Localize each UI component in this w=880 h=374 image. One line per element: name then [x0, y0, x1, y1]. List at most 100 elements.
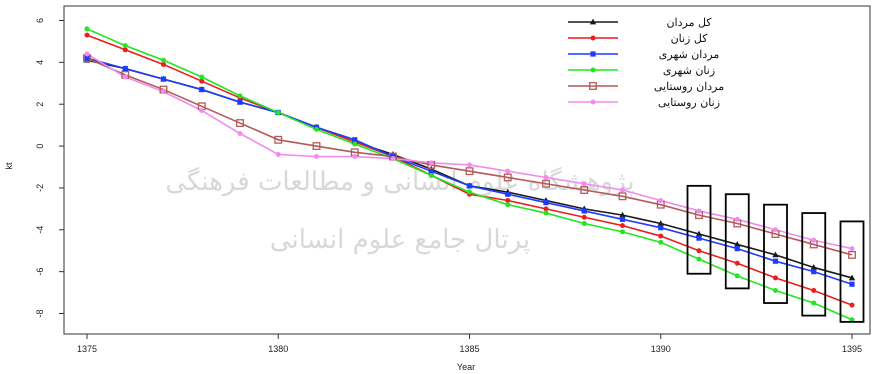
data-point — [84, 32, 90, 38]
data-point — [428, 168, 434, 174]
x-tick-label: 1380 — [268, 344, 288, 354]
highlight-box — [839, 220, 865, 323]
data-point — [618, 192, 627, 201]
y-tick-label: 2 — [35, 102, 45, 107]
data-point — [696, 248, 702, 254]
data-point — [734, 241, 741, 247]
data-point — [467, 162, 472, 168]
y-tick-label: 6 — [35, 18, 45, 23]
data-point — [658, 225, 664, 231]
data-point — [810, 264, 817, 270]
plot-frame — [63, 5, 871, 335]
data-point — [581, 181, 587, 187]
data-point — [122, 74, 128, 80]
data-point — [122, 43, 128, 49]
data-point — [543, 174, 549, 180]
data-point — [236, 119, 244, 127]
x-axis-title: Year — [457, 362, 475, 372]
data-point — [848, 250, 856, 259]
y-tick-label: 4 — [35, 60, 45, 65]
data-point — [696, 208, 702, 214]
highlight-box — [686, 184, 712, 275]
data-point — [773, 287, 778, 293]
data-point — [543, 206, 549, 212]
data-point — [580, 186, 589, 194]
data-point — [467, 189, 472, 195]
data-point — [314, 154, 319, 160]
highlight-box — [724, 193, 750, 290]
legend-entry: کل مردان — [666, 16, 712, 29]
data-point — [619, 211, 626, 218]
data-point — [352, 141, 358, 147]
data-point — [275, 110, 281, 116]
data-point — [590, 99, 596, 105]
legend-entry: مردان شهری — [659, 48, 720, 61]
data-point — [314, 126, 319, 132]
data-point — [543, 199, 549, 206]
data-point — [619, 216, 626, 222]
data-point — [161, 57, 166, 63]
y-tick-label: -4 — [35, 226, 45, 234]
watermark: پژوهشگاه علوم انسانی و مطالعات فرهنگی پر… — [165, 166, 634, 255]
data-point — [237, 131, 243, 137]
data-point — [161, 61, 166, 67]
data-point — [696, 256, 702, 262]
y-tick-label: -2 — [35, 184, 45, 192]
data-point — [274, 135, 283, 144]
data-point — [84, 26, 90, 32]
data-point — [734, 246, 740, 252]
data-point — [773, 275, 778, 281]
data-point — [589, 18, 597, 25]
data-point — [503, 173, 512, 182]
data-point — [849, 281, 855, 287]
data-point — [848, 274, 856, 281]
data-point — [505, 191, 511, 197]
data-point — [734, 216, 740, 222]
data-point — [352, 137, 358, 143]
highlight-box — [801, 212, 827, 317]
data-point — [465, 167, 474, 176]
legend-entry: کل زنان — [671, 32, 709, 45]
data-point — [620, 223, 625, 229]
data-point — [811, 269, 817, 275]
data-point — [428, 172, 434, 178]
series-line-5 — [86, 57, 853, 256]
watermark-line-2: پرتال جامع علوم انسانی — [270, 225, 530, 255]
data-point — [428, 160, 434, 166]
data-point — [590, 51, 596, 57]
data-point — [695, 230, 703, 237]
data-point — [658, 197, 664, 203]
data-point — [352, 154, 358, 160]
data-point — [734, 260, 740, 266]
legend-entry: زنان روستایی — [658, 96, 720, 109]
data-point — [542, 179, 550, 188]
data-point — [849, 302, 855, 308]
data-point — [581, 221, 587, 227]
x-tick-label: 1385 — [459, 344, 479, 354]
x-tick-label: 1390 — [651, 344, 671, 354]
data-point — [312, 142, 321, 151]
y-axis-title: kt — [4, 162, 14, 170]
data-point — [199, 86, 205, 93]
data-point — [161, 89, 166, 95]
data-point — [696, 235, 702, 241]
data-point — [811, 237, 817, 243]
data-point — [199, 107, 205, 113]
data-point — [811, 300, 817, 306]
data-point — [849, 246, 855, 252]
data-point — [84, 55, 90, 61]
data-point — [773, 227, 778, 233]
data-point — [84, 51, 90, 57]
data-point — [122, 66, 128, 72]
data-point — [199, 74, 205, 80]
data-point — [505, 202, 511, 208]
data-point — [466, 183, 473, 189]
data-point — [237, 93, 243, 99]
data-point — [390, 156, 396, 162]
data-point — [237, 99, 243, 105]
y-tick-label: -6 — [35, 268, 45, 276]
x-tick-label: 1395 — [842, 344, 862, 354]
y-tick-label: -8 — [35, 309, 45, 317]
data-point — [590, 67, 596, 73]
